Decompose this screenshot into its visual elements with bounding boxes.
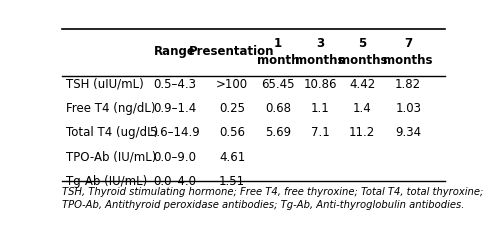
Text: 3: 3 [316, 37, 324, 50]
Text: 0.0–4.0: 0.0–4.0 [153, 175, 196, 188]
Text: 0.68: 0.68 [265, 102, 291, 115]
Text: 5.6–14.9: 5.6–14.9 [149, 127, 200, 139]
Text: months: months [295, 54, 345, 67]
Text: Free T4 (ng/dL): Free T4 (ng/dL) [66, 102, 155, 115]
Text: 5.69: 5.69 [265, 127, 291, 139]
Text: Range: Range [154, 45, 196, 58]
Text: 0.56: 0.56 [219, 127, 245, 139]
Text: 0.25: 0.25 [219, 102, 245, 115]
Text: 4.42: 4.42 [349, 78, 375, 91]
Text: Presentation: Presentation [189, 45, 275, 58]
Text: 1.4: 1.4 [353, 102, 371, 115]
Text: Tg-Ab (IU/mL): Tg-Ab (IU/mL) [66, 175, 147, 188]
Text: 7.1: 7.1 [311, 127, 329, 139]
Text: month: month [257, 54, 299, 67]
Text: 1.51: 1.51 [219, 175, 245, 188]
Text: 11.2: 11.2 [349, 127, 375, 139]
Text: 1.82: 1.82 [395, 78, 421, 91]
Text: TPO-Ab, Antithyroid peroxidase antibodies; Tg-Ab, Anti-thyroglobulin antibodies.: TPO-Ab, Antithyroid peroxidase antibodie… [62, 200, 464, 210]
Text: 9.34: 9.34 [395, 127, 421, 139]
Text: TSH (uIU/mL): TSH (uIU/mL) [66, 78, 143, 91]
Text: 65.45: 65.45 [261, 78, 295, 91]
Text: 0.9–1.4: 0.9–1.4 [153, 102, 196, 115]
Text: 10.86: 10.86 [303, 78, 337, 91]
Text: >100: >100 [216, 78, 248, 91]
Text: 1.03: 1.03 [395, 102, 421, 115]
Text: TPO-Ab (IU/mL): TPO-Ab (IU/mL) [66, 151, 156, 164]
Text: months: months [337, 54, 387, 67]
Text: 0.0–9.0: 0.0–9.0 [153, 151, 196, 164]
Text: months: months [383, 54, 433, 67]
Text: 7: 7 [404, 37, 412, 50]
Text: 5: 5 [358, 37, 367, 50]
Text: 4.61: 4.61 [219, 151, 245, 164]
Text: TSH, Thyroid stimulating hormone; Free T4, free thyroxine; Total T4, total thyro: TSH, Thyroid stimulating hormone; Free T… [62, 187, 483, 197]
Text: 1.1: 1.1 [311, 102, 329, 115]
Text: 0.5–4.3: 0.5–4.3 [153, 78, 196, 91]
Text: Total T4 (ug/dL): Total T4 (ug/dL) [66, 127, 158, 139]
Text: 1: 1 [274, 37, 282, 50]
